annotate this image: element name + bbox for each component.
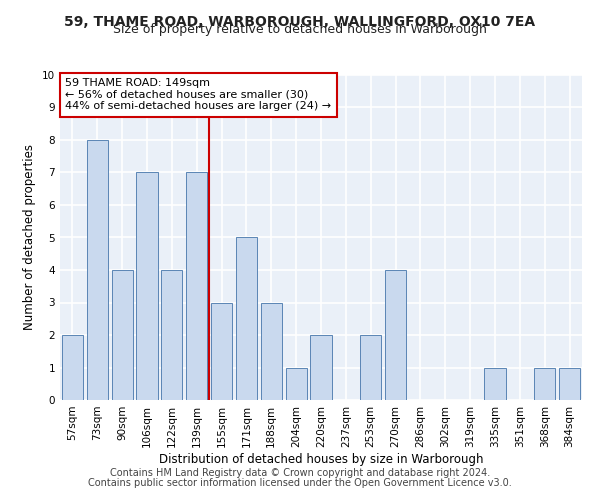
Text: Size of property relative to detached houses in Warborough: Size of property relative to detached ho… bbox=[113, 22, 487, 36]
Text: Contains HM Land Registry data © Crown copyright and database right 2024.: Contains HM Land Registry data © Crown c… bbox=[110, 468, 490, 477]
Bar bbox=[286, 368, 307, 400]
Bar bbox=[385, 270, 406, 400]
Text: 59, THAME ROAD, WARBOROUGH, WALLINGFORD, OX10 7EA: 59, THAME ROAD, WARBOROUGH, WALLINGFORD,… bbox=[64, 15, 536, 29]
Bar bbox=[310, 335, 332, 400]
Bar bbox=[136, 172, 158, 400]
Bar bbox=[534, 368, 555, 400]
Bar bbox=[211, 302, 232, 400]
Bar bbox=[62, 335, 83, 400]
Bar bbox=[360, 335, 381, 400]
Y-axis label: Number of detached properties: Number of detached properties bbox=[23, 144, 37, 330]
Text: Contains public sector information licensed under the Open Government Licence v3: Contains public sector information licen… bbox=[88, 478, 512, 488]
X-axis label: Distribution of detached houses by size in Warborough: Distribution of detached houses by size … bbox=[159, 452, 483, 466]
Bar bbox=[112, 270, 133, 400]
Bar bbox=[261, 302, 282, 400]
Bar bbox=[186, 172, 207, 400]
Bar bbox=[484, 368, 506, 400]
Bar bbox=[161, 270, 182, 400]
Bar bbox=[236, 238, 257, 400]
Text: 59 THAME ROAD: 149sqm
← 56% of detached houses are smaller (30)
44% of semi-deta: 59 THAME ROAD: 149sqm ← 56% of detached … bbox=[65, 78, 331, 112]
Bar bbox=[87, 140, 108, 400]
Bar bbox=[559, 368, 580, 400]
